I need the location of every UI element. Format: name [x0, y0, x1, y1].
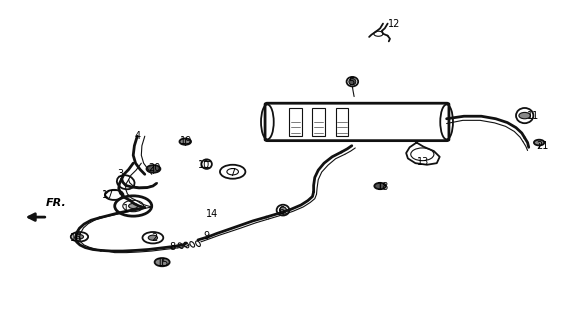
Circle shape: [180, 139, 191, 145]
Text: 5: 5: [348, 77, 354, 87]
Circle shape: [534, 140, 544, 145]
Bar: [289, 108, 302, 136]
Text: 8: 8: [169, 242, 175, 252]
Circle shape: [148, 235, 157, 240]
Text: 16: 16: [70, 233, 83, 243]
Ellipse shape: [279, 207, 286, 213]
Text: 13: 13: [417, 156, 429, 167]
Circle shape: [374, 183, 386, 189]
Text: 2: 2: [152, 233, 158, 243]
Text: 3: 3: [117, 169, 123, 179]
Text: 12: 12: [388, 19, 401, 28]
Text: 4: 4: [134, 131, 141, 141]
Text: 15: 15: [157, 258, 170, 268]
Text: 14: 14: [206, 209, 218, 219]
Text: 9: 9: [203, 231, 210, 241]
Text: 1: 1: [123, 204, 129, 214]
Circle shape: [76, 235, 84, 239]
Bar: [313, 108, 325, 136]
Circle shape: [519, 112, 530, 119]
Bar: [336, 108, 349, 136]
Text: 18: 18: [377, 182, 389, 192]
Circle shape: [155, 258, 170, 266]
Circle shape: [146, 165, 160, 173]
Text: 19: 19: [180, 136, 192, 146]
Text: 21: 21: [536, 141, 548, 151]
Text: 20: 20: [148, 163, 161, 173]
Text: 7: 7: [229, 168, 236, 178]
Text: 17: 17: [102, 190, 114, 200]
Text: 11: 11: [527, 111, 540, 121]
Ellipse shape: [349, 78, 356, 85]
Text: FR.: FR.: [46, 198, 67, 208]
Text: 10: 10: [198, 160, 210, 170]
Circle shape: [128, 204, 138, 209]
Text: 6: 6: [279, 206, 285, 216]
